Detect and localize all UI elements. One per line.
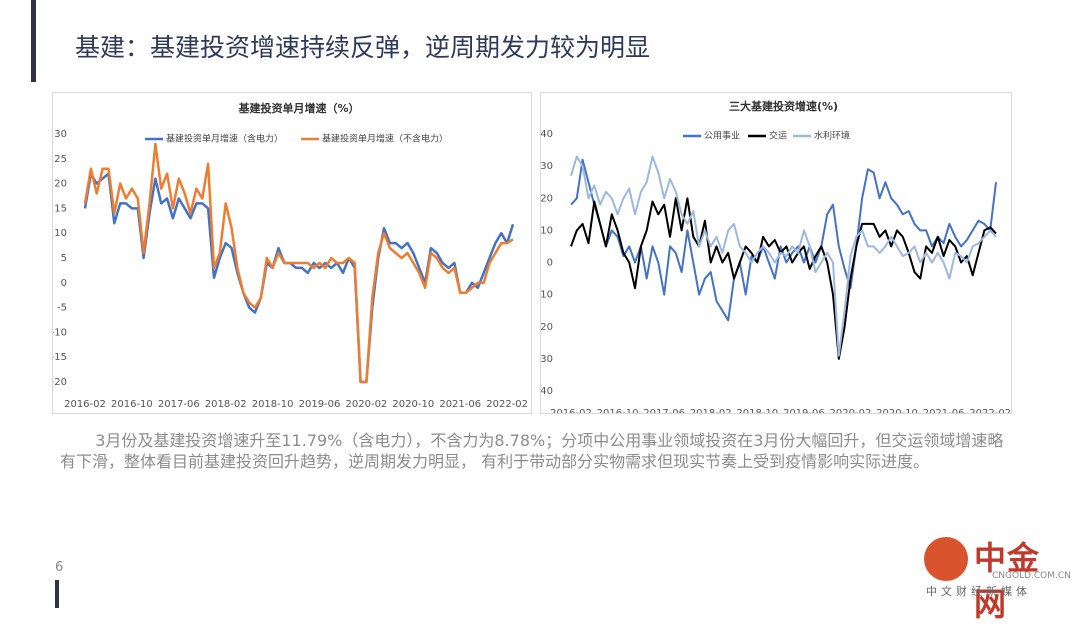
page-number: 6 [55,560,64,575]
y-tick-label: 25 [54,154,67,165]
body-text: 3月份及基建投资增速升至11.79%（含电力），不含力为8.78%；分项中公用事… [60,431,1004,471]
y-tick-label: 5 [61,253,67,264]
chart: 三大基建投资增速(%) -40 -30 -20 -10 0 10 20 30 40 2016-02 2… [537,99,1011,419]
x-tick-label: 2022-02 [486,399,528,410]
y-tick-label: -40 [541,386,553,397]
logo: 中金网 CNGOLD.COM.CN 中文财经新媒体 [920,533,1071,623]
y-tick-label: 40 [541,129,553,140]
y-tick-label: 20 [541,193,553,204]
y-tick-label: -20 [541,322,553,333]
x-tick-label: 2016-10 [111,399,153,410]
series-line [83,172,515,384]
legend-label: 交运 [769,130,787,142]
y-tick-label: 15 [54,203,67,214]
x-tick-label: 2017-06 [643,408,685,413]
logo-mark [924,537,968,581]
chart: 基建投资单月增速（%） -20 -15 -10 -5 0 5 10 15 20 25 30 2016-0… [51,101,528,410]
legend-label: 基建投资单月增速（含电力） [166,133,283,145]
logo-url: CNGOLD.COM.CN [992,571,1071,581]
x-tick-label: 2018-10 [252,399,294,410]
logo-slogan: 中文财经新媒体 [926,585,1031,598]
accent-bar [31,0,36,82]
y-tick-label: 20 [54,179,67,190]
x-tick-label: 2018-10 [736,408,778,413]
y-tick-label: 0 [547,258,553,269]
x-tick-label: 2020-02 [830,408,872,413]
x-tick-label: 2019-06 [299,399,341,410]
chart-title: 三大基建投资增速(%) [729,99,838,113]
chart-title: 基建投资单月增速（%） [237,101,359,115]
y-tick-label: -20 [53,377,67,388]
x-tick-label: 2016-10 [597,408,639,413]
y-tick-label: -15 [53,352,67,363]
series-line [570,155,997,357]
y-tick-label: 30 [54,129,67,140]
y-tick-label: 0 [61,278,67,289]
x-tick-label: 2021-06 [439,399,481,410]
x-tick-label: 2017-06 [158,399,200,410]
legend-label: 公用事业 [704,130,740,142]
y-tick-label: 30 [541,161,553,172]
y-tick-label: -5 [57,303,67,314]
y-tick-label: 10 [541,225,553,236]
x-tick-label: 2020-10 [876,408,918,413]
x-tick-label: 2021-06 [923,408,965,413]
y-tick-label: 10 [54,228,67,239]
accent-bar [55,580,59,608]
series-line [570,197,997,360]
y-tick-label: -30 [541,354,553,365]
slide-title: 基建：基建投资增速持续反弹，逆周期发力较为明显 [75,33,651,62]
x-tick-label: 2019-06 [783,408,825,413]
x-tick-label: 2016-02 [64,399,106,410]
chart-panel: 基建投资单月增速（%） -20 -15 -10 -5 0 5 10 15 20 25 30 2016-0… [51,92,532,414]
x-tick-label: 2020-02 [346,399,388,410]
x-tick-label: 2022-02 [969,408,1011,413]
x-tick-label: 2016-02 [550,408,592,413]
legend-label: 水利环境 [814,130,850,142]
series-line [83,142,514,384]
legend-label: 基建投资单月增速（不含电力） [322,133,448,145]
chart-panel: 三大基建投资增速(%) -40 -30 -20 -10 0 10 20 30 40 2016-02 2… [537,92,1012,419]
y-tick-label: -10 [541,290,553,301]
x-tick-label: 2020-10 [392,399,434,410]
series-line [570,158,997,322]
x-tick-label: 2018-02 [205,399,247,410]
x-tick-label: 2018-02 [690,408,732,413]
slide: 基建：基建投资增速持续反弹，逆周期发力较为明显 基建投资单月增速（%） -20 -1… [31,0,1071,623]
y-tick-label: -10 [53,327,67,338]
